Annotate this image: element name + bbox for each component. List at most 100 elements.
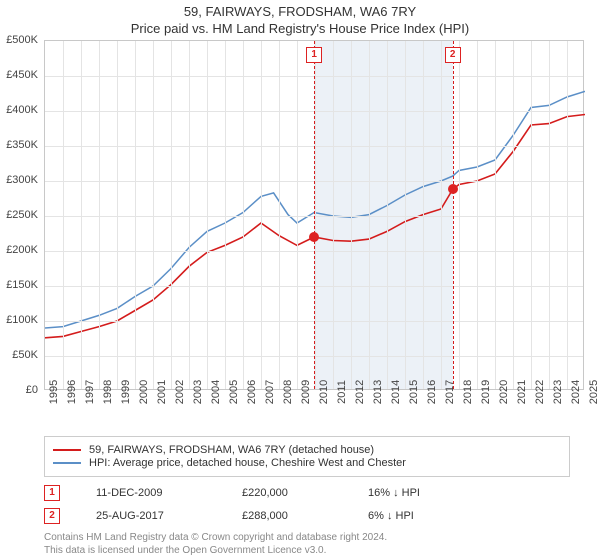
chart-title-block: 59, FAIRWAYS, FRODSHAM, WA6 7RY Price pa…	[0, 0, 600, 36]
legend-label: 59, FAIRWAYS, FRODSHAM, WA6 7RY (detache…	[89, 444, 374, 456]
y-axis-label: £350K	[6, 139, 38, 151]
x-axis-label: 2009	[300, 380, 312, 404]
gridline-v	[117, 41, 118, 389]
gridline-v	[333, 41, 334, 389]
event-row: 2 25-AUG-2017 £288,000 6% ↓ HPI	[44, 508, 552, 524]
x-axis-label: 2003	[192, 380, 204, 404]
x-axis-label: 2010	[318, 380, 330, 404]
gridline-v	[99, 41, 100, 389]
gridline-v	[207, 41, 208, 389]
y-axis-label: £200K	[6, 244, 38, 256]
x-axis-label: 2000	[138, 380, 150, 404]
x-axis-label: 1995	[48, 380, 60, 404]
legend-label: HPI: Average price, detached house, Ches…	[89, 457, 406, 469]
gridline-v	[549, 41, 550, 389]
x-axis-label: 2017	[444, 380, 456, 404]
gridline-v	[315, 41, 316, 389]
attribution-text: Contains HM Land Registry data © Crown c…	[44, 531, 552, 557]
y-axis-label: £400K	[6, 104, 38, 116]
x-axis-label: 2020	[498, 380, 510, 404]
gridline-v	[63, 41, 64, 389]
y-axis-label: £150K	[6, 279, 38, 291]
chart-title-address: 59, FAIRWAYS, FRODSHAM, WA6 7RY	[0, 4, 600, 19]
event-price: £288,000	[242, 510, 332, 522]
x-axis-label: 2015	[408, 380, 420, 404]
x-axis-label: 1996	[66, 380, 78, 404]
x-axis-label: 1997	[84, 380, 96, 404]
gridline-v	[405, 41, 406, 389]
event-tag: 2	[445, 47, 461, 63]
y-axis-label: £50K	[12, 349, 38, 361]
gridline-v	[495, 41, 496, 389]
event-line	[314, 41, 315, 389]
y-axis-label: £450K	[6, 69, 38, 81]
gridline-v	[351, 41, 352, 389]
gridline-v	[531, 41, 532, 389]
event-date: 25-AUG-2017	[96, 510, 206, 522]
x-axis-label: 2012	[354, 380, 366, 404]
x-axis-label: 2004	[210, 380, 222, 404]
events-table: 1 11-DEC-2009 £220,000 16% ↓ HPI 2 25-AUG-201…	[44, 485, 552, 524]
gridline-v	[171, 41, 172, 389]
plot-region: 12	[44, 40, 584, 390]
gridline-v	[477, 41, 478, 389]
x-axis-label: 2023	[552, 380, 564, 404]
event-dot	[309, 232, 319, 242]
gridline-v	[135, 41, 136, 389]
legend-swatch	[53, 449, 81, 451]
gridline-v	[225, 41, 226, 389]
legend-box: 59, FAIRWAYS, FRODSHAM, WA6 7RY (detache…	[44, 436, 570, 477]
gridline-v	[189, 41, 190, 389]
x-axis-label: 2008	[282, 380, 294, 404]
gridline-v	[81, 41, 82, 389]
gridline-v	[279, 41, 280, 389]
gridline-v	[387, 41, 388, 389]
x-axis-label: 2002	[174, 380, 186, 404]
event-row: 1 11-DEC-2009 £220,000 16% ↓ HPI	[44, 485, 552, 501]
x-axis-label: 2014	[390, 380, 402, 404]
gridline-v	[369, 41, 370, 389]
event-row-tag: 1	[44, 485, 60, 501]
chart-area: 12 £0£50K£100K£150K£200K£250K£300K£350K£…	[44, 40, 584, 410]
gridline-v	[459, 41, 460, 389]
x-axis-label: 2005	[228, 380, 240, 404]
gridline-v	[261, 41, 262, 389]
gridline-v	[513, 41, 514, 389]
x-axis-label: 2007	[264, 380, 276, 404]
x-axis-label: 2016	[426, 380, 438, 404]
event-tag: 1	[306, 47, 322, 63]
gridline-v	[297, 41, 298, 389]
x-axis-label: 1998	[102, 380, 114, 404]
legend-row: 59, FAIRWAYS, FRODSHAM, WA6 7RY (detache…	[53, 444, 561, 456]
legend-row: HPI: Average price, detached house, Ches…	[53, 457, 561, 469]
y-axis-label: £0	[26, 384, 38, 396]
event-diff: 6% ↓ HPI	[368, 510, 414, 522]
gridline-v	[153, 41, 154, 389]
x-axis-label: 2013	[372, 380, 384, 404]
x-axis-label: 1999	[120, 380, 132, 404]
x-axis-label: 2011	[336, 380, 348, 404]
x-axis-label: 2021	[516, 380, 528, 404]
y-axis-label: £250K	[6, 209, 38, 221]
y-axis-label: £100K	[6, 314, 38, 326]
x-axis-label: 2018	[462, 380, 474, 404]
event-diff: 16% ↓ HPI	[368, 487, 420, 499]
chart-title-subtitle: Price paid vs. HM Land Registry's House …	[0, 21, 600, 36]
event-line	[453, 41, 454, 389]
attribution-line1: Contains HM Land Registry data © Crown c…	[44, 531, 552, 544]
gridline-v	[441, 41, 442, 389]
x-axis-label: 2006	[246, 380, 258, 404]
gridline-v	[243, 41, 244, 389]
legend-swatch	[53, 462, 81, 464]
event-date: 11-DEC-2009	[96, 487, 206, 499]
y-axis-label: £500K	[6, 34, 38, 46]
y-axis-label: £300K	[6, 174, 38, 186]
event-row-tag: 2	[44, 508, 60, 524]
x-axis-label: 2025	[588, 380, 600, 404]
x-axis-label: 2022	[534, 380, 546, 404]
event-price: £220,000	[242, 487, 332, 499]
x-axis-label: 2019	[480, 380, 492, 404]
x-axis-label: 2024	[570, 380, 582, 404]
gridline-v	[423, 41, 424, 389]
event-dot	[448, 184, 458, 194]
